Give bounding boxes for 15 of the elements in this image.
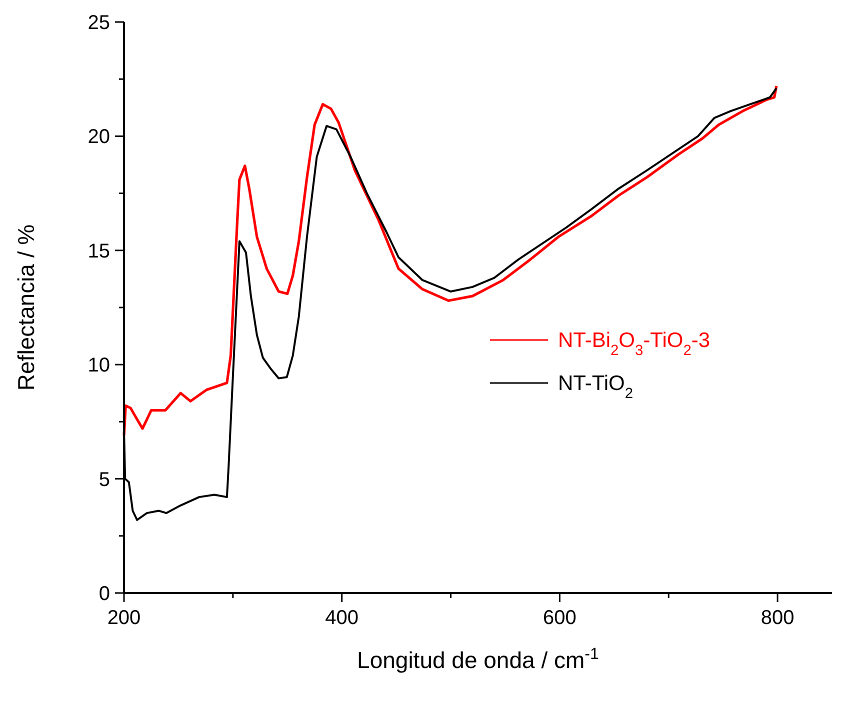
y-tick-label: 10 — [88, 354, 110, 377]
legend-label: NT-TiO$_{2}$ — [558, 372, 634, 402]
y-tick-label: 5 — [98, 468, 110, 491]
y-tick-label: 25 — [88, 12, 110, 34]
x-tick-label: 400 — [325, 607, 359, 629]
line-series — [122, 84, 778, 437]
y-tick-label: 15 — [88, 240, 110, 262]
x-tick-label: 200 — [107, 607, 141, 629]
x-axis-title: Longitud de onda / cm$^{-1}$ — [357, 645, 600, 673]
x-tick-label: 800 — [760, 607, 794, 629]
x-tick-label: 600 — [543, 607, 576, 629]
y-tick-label: 20 — [88, 126, 110, 148]
y-tick-label: 0 — [98, 583, 110, 605]
y-axis-title: Reflectancia / % — [13, 224, 39, 391]
legend-label: NT-Bi$_{2}$O$_{3}$-TiO$_{2}$-3 — [558, 329, 710, 359]
